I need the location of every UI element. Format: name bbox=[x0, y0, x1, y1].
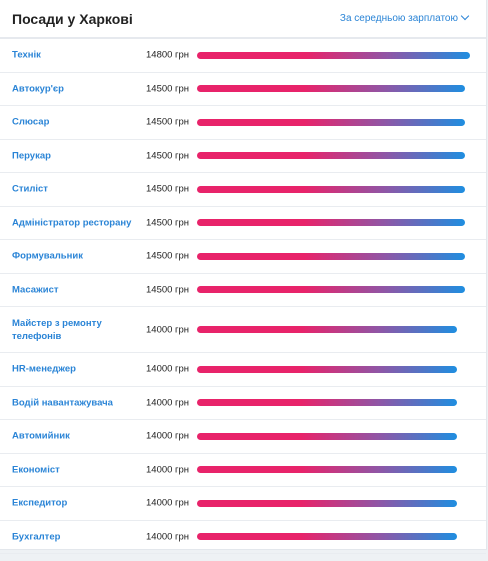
salary-value: 14500 грн bbox=[146, 83, 190, 95]
chevron-down-icon bbox=[460, 11, 470, 21]
salary-bar bbox=[197, 326, 457, 333]
salary-value: 14000 грн bbox=[146, 397, 190, 409]
list-item: Формувальник 14500 грн bbox=[0, 240, 486, 274]
salary-bar bbox=[197, 499, 457, 507]
position-link[interactable]: Масажист bbox=[12, 284, 59, 296]
position-link[interactable]: Економіст bbox=[12, 464, 60, 476]
salary-bar bbox=[197, 252, 465, 260]
position-link[interactable]: Майстер з ремонту телефонів bbox=[12, 317, 102, 342]
position-link[interactable]: Перукар bbox=[12, 150, 51, 162]
position-link[interactable]: Бухгалтер bbox=[12, 531, 61, 543]
position-link[interactable]: Автокур'єр bbox=[12, 83, 64, 95]
positions-list: Технік 14800 грн Автокур'єр 14500 грн Слюсар… bbox=[0, 39, 486, 554]
position-link[interactable]: Експедитор bbox=[12, 497, 68, 509]
list-item: Технік 14800 грн bbox=[0, 39, 486, 73]
salary-value: 14000 грн bbox=[146, 464, 190, 476]
list-item: Економіст 14000 грн bbox=[0, 454, 486, 487]
salary-value: 14500 грн bbox=[146, 250, 190, 262]
list-item: Адміністратор ресторану 14500 грн bbox=[0, 207, 486, 240]
salary-value: 14800 грн bbox=[146, 49, 190, 61]
position-link[interactable]: Стиліст bbox=[12, 183, 48, 195]
list-item: Автокур'єр 14500 грн bbox=[0, 73, 486, 106]
salary-bar bbox=[197, 51, 470, 59]
salary-bar bbox=[197, 286, 465, 294]
card-title: Посади у Харкові bbox=[12, 11, 133, 27]
salary-value: 14500 грн bbox=[146, 116, 190, 128]
salary-value: 14500 грн bbox=[146, 217, 190, 229]
salary-value: 14000 грн bbox=[146, 497, 190, 509]
list-item: Бухгалтер 14000 грн bbox=[0, 521, 486, 554]
salary-bar bbox=[197, 399, 457, 407]
salary-bar bbox=[197, 185, 465, 193]
positions-card: Посади у Харкові За середньою зарплатою … bbox=[0, 0, 487, 550]
salary-value: 14000 грн bbox=[146, 531, 190, 543]
salary-bar bbox=[197, 365, 457, 373]
card-header: Посади у Харкові За середньою зарплатою bbox=[0, 0, 486, 39]
list-item: Слюсар 14500 грн bbox=[0, 106, 486, 140]
position-link[interactable]: Слюсар bbox=[12, 116, 50, 128]
position-link[interactable]: HR-менеджер bbox=[12, 363, 76, 375]
salary-bar bbox=[197, 466, 457, 474]
position-link[interactable]: Формувальник bbox=[12, 250, 83, 262]
sort-dropdown[interactable]: За середньою зарплатою bbox=[339, 11, 470, 24]
salary-bar bbox=[197, 533, 457, 541]
list-item: Експедитор 14000 грн bbox=[0, 487, 486, 521]
salary-value: 14000 грн bbox=[146, 430, 190, 442]
list-item: Водій навантажувача 14000 грн bbox=[0, 387, 486, 420]
salary-bar bbox=[197, 152, 465, 160]
salary-value: 14500 грн bbox=[146, 284, 190, 296]
list-item: Масажист 14500 грн bbox=[0, 274, 486, 307]
sort-label: За середньою зарплатою bbox=[339, 13, 458, 24]
position-link[interactable]: Автомийник bbox=[12, 430, 70, 442]
list-item: Перукар 14500 грн bbox=[0, 140, 486, 173]
salary-bar bbox=[197, 85, 465, 93]
list-item: Автомийник 14000 грн bbox=[0, 420, 486, 454]
salary-value: 14500 грн bbox=[146, 150, 190, 162]
salary-bar bbox=[197, 219, 465, 227]
salary-value: 14000 грн bbox=[146, 324, 190, 335]
list-item: Стиліст 14500 грн bbox=[0, 173, 486, 207]
salary-bar bbox=[197, 118, 465, 126]
list-item: Майстер з ремонту телефонів 14000 грн bbox=[0, 307, 486, 353]
salary-value: 14500 грн bbox=[146, 183, 190, 195]
position-link[interactable]: Водій навантажувача bbox=[12, 397, 113, 409]
position-link[interactable]: Технік bbox=[12, 49, 41, 61]
salary-value: 14000 грн bbox=[146, 363, 190, 375]
position-link[interactable]: Адміністратор ресторану bbox=[12, 217, 132, 229]
salary-bar bbox=[197, 432, 457, 440]
list-item: HR-менеджер 14000 грн bbox=[0, 353, 486, 387]
